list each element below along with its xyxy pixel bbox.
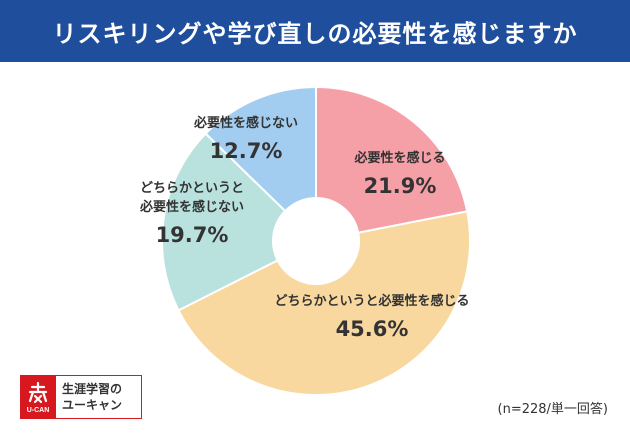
slice-3-value: 19.7% [156,223,229,247]
slice-2 [177,210,471,396]
ucan-logo: U-CAN 生涯学習の ユーキャン [20,375,142,419]
sample-note: (n=228/単一回答) [497,402,608,417]
chart-labels: 必要性を感じる 21.9% どちらかというと必要性を感じる 45.6% どちらかというと… [139,115,470,341]
slice-2-label-line-1: どちらかというと必要性を感じる [274,293,469,309]
ucan-mark-text: U-CAN [26,406,50,414]
slice-2-value: 45.6% [336,317,409,341]
slice-1-label-line-1: 必要性を感じる [353,150,445,166]
chart-slices [161,85,471,396]
slice-4-value: 12.7% [210,139,283,163]
ucan-logo-mark: U-CAN [20,375,56,419]
slice-3-label-line-1: どちらかというと [140,181,244,196]
header-banner: リスキリングや学び直しの必要性を感じますか [0,0,630,62]
ucan-emblem-icon [28,381,48,403]
slice-3-label-line-2: 必要性を感じない [139,199,244,215]
slice-3 [161,132,287,312]
ucan-logo-line2: ユーキャン [62,398,123,412]
slice-1 [315,85,469,234]
slice-4-label-line-1: 必要性を感じない [193,115,298,131]
ucan-logo-line1: 生涯学習の [62,382,123,396]
slice-4 [204,85,317,213]
ucan-logo-text: 生涯学習の ユーキャン [56,375,142,419]
page-title: リスキリングや学び直しの必要性を感じますか [52,19,578,48]
slice-1-value: 21.9% [364,174,437,198]
